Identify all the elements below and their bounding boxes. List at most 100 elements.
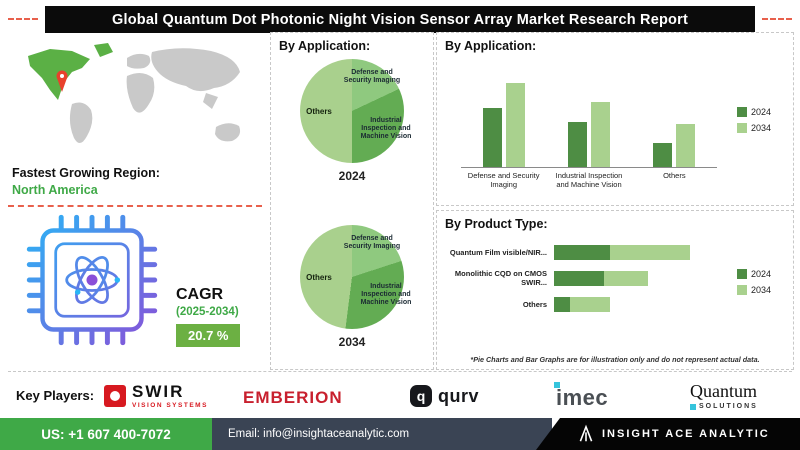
legend-label-2034: 2034: [751, 285, 772, 295]
emberion-logo-text: EMBERION: [243, 388, 343, 407]
pie-chart-2024: [300, 59, 404, 163]
pie-slice-label-defense: Defense and Security Imaging: [343, 235, 401, 251]
cagr-label: CAGR: [176, 286, 224, 303]
bar-segment-2034: [604, 270, 648, 286]
key-players-label: Key Players:: [16, 388, 95, 403]
swir-logo-subtext: VISION SYSTEMS: [132, 402, 208, 409]
logo-quantum-solutions: Quantum SOLUTIONS: [690, 382, 758, 410]
pie-year-2024: 2024: [338, 169, 366, 183]
cagr-period: (2025-2034): [176, 306, 239, 318]
pie-section-heading: By Application:: [279, 39, 371, 53]
pie-slice-label-industrial: Industrial Inspection and Machine Vision: [360, 117, 412, 141]
footer-phone: US: +1 607 400-7072: [0, 418, 212, 450]
bar-segment-2024: [554, 270, 604, 286]
application-bar-heading: By Application:: [445, 39, 537, 53]
bar-group: [653, 124, 696, 167]
bar-category-label: Others: [663, 171, 686, 180]
swir-logo-icon: [104, 385, 126, 407]
bar-segment-2034: [570, 296, 610, 312]
pie-year-2034: 2034: [338, 335, 366, 349]
logo-qurv: q qurv: [410, 385, 479, 407]
legend-swatch-2034: [737, 123, 747, 133]
logo-swir: SWIR VISION SYSTEMS: [104, 383, 208, 409]
product-bar-row: Monolithic CQD on CMOS SWIR...: [445, 269, 735, 288]
legend-swatch-2024: [737, 269, 747, 279]
chip-icon: [26, 214, 158, 346]
bar-2034: [590, 102, 610, 167]
imec-logo-text: imec: [556, 385, 609, 410]
product-bar-track: [554, 270, 648, 286]
pie-slice-label-others: Others: [306, 107, 332, 116]
legend-label-2034: 2034: [751, 123, 772, 133]
legend-item-2024: 2024: [737, 107, 771, 117]
legend-item-2034: 2034: [737, 123, 771, 133]
left-section-divider: [8, 205, 262, 207]
cagr-block: CAGR (2025-2034) 20.7 %: [176, 286, 268, 347]
product-bar-legend: 2024 2034: [737, 269, 771, 295]
bar-2024: [482, 108, 502, 167]
pie-slice-label-industrial: Industrial Inspection and Machine Vision: [360, 283, 412, 307]
footer-brand-text: INSIGHT ACE ANALYTIC: [602, 428, 770, 440]
bar-category-label: Defense and Security Imaging: [467, 171, 540, 190]
page-title: Global Quantum Dot Photonic Night Vision…: [45, 6, 755, 33]
logo-emberion: EMBERION: [243, 388, 343, 408]
product-bar-track: [554, 296, 610, 312]
product-category-label: Monolithic CQD on CMOS SWIR...: [454, 269, 547, 288]
product-bar-rows: Quantum Film visible/NIR... Monolithic CQ…: [445, 245, 735, 321]
bar-group: [567, 102, 610, 167]
pie-chart-2034: [300, 225, 404, 329]
application-bar-plot: [461, 73, 717, 168]
product-category-label: Quantum Film visible/NIR...: [449, 247, 547, 257]
pie-2034-wrap: Defense and Security Imaging Industrial …: [271, 223, 433, 375]
bar-segment-2024: [554, 245, 610, 260]
bar-segment-2024: [554, 296, 570, 312]
footer-email: Email: info@insightaceanalytic.com: [212, 418, 552, 450]
legend-swatch-2024: [737, 107, 747, 117]
header-accent-dash-left: [8, 18, 38, 20]
pie-section-box: By Application: Defense and Security Ima…: [270, 32, 434, 370]
bar-2034: [676, 124, 696, 167]
product-bar-track: [554, 245, 690, 260]
fastest-region-value: North America: [12, 183, 98, 197]
footer-brand: INSIGHT ACE ANALYTIC: [536, 418, 800, 450]
product-type-heading: By Product Type:: [445, 217, 548, 231]
bar-2024: [653, 143, 673, 167]
legend-label-2024: 2024: [751, 269, 772, 279]
application-bar-legend: 2024 2034: [737, 107, 771, 133]
quantum-solutions-accent: [690, 403, 696, 410]
legend-item-2024: 2024: [737, 269, 771, 279]
players-divider: [8, 371, 792, 372]
bar-segment-2034: [610, 245, 690, 260]
legend-swatch-2034: [737, 285, 747, 295]
world-map: [10, 38, 262, 164]
header-accent-dash-right: [762, 18, 792, 20]
qurv-logo-text: qurv: [438, 385, 480, 406]
bar-group: [482, 83, 525, 167]
pie-slice-label-others: Others: [306, 273, 332, 282]
quantum-logo-subtext: SOLUTIONS: [699, 403, 758, 410]
application-bar-labels: Defense and Security Imaging Industrial I…: [461, 171, 717, 190]
disclaimer-footnote: *Pie Charts and Bar Graphs are for illus…: [470, 355, 760, 364]
quantum-logo-text: Quantum: [690, 381, 757, 401]
product-type-box: By Product Type: Quantum Film visible/NI…: [436, 210, 794, 370]
location-pin-icon: [56, 70, 68, 92]
bar-2024: [567, 122, 587, 167]
imec-square-icon: [554, 382, 560, 388]
insight-ace-logo-icon: [579, 424, 593, 442]
product-bar-row: Others: [445, 296, 735, 312]
continents: [28, 43, 241, 144]
cagr-value-badge: 20.7 %: [176, 324, 241, 347]
product-bar-row: Quantum Film visible/NIR...: [445, 245, 735, 260]
application-bar-box: By Application: Defense and Security Ima…: [436, 32, 794, 206]
pie-2024-wrap: Defense and Security Imaging Industrial …: [271, 57, 433, 209]
legend-item-2034: 2034: [737, 285, 771, 295]
fastest-region-label: Fastest Growing Region:: [12, 166, 160, 180]
bar-category-label: Industrial Inspection and Machine Vision: [555, 171, 623, 190]
pie-slice-label-defense: Defense and Security Imaging: [343, 69, 401, 85]
bar-2034: [505, 83, 525, 167]
product-category-label: Others: [522, 299, 547, 309]
logo-imec: imec: [554, 382, 609, 410]
qurv-logo-icon: q: [410, 385, 432, 407]
swir-logo-text: SWIR: [132, 382, 185, 401]
